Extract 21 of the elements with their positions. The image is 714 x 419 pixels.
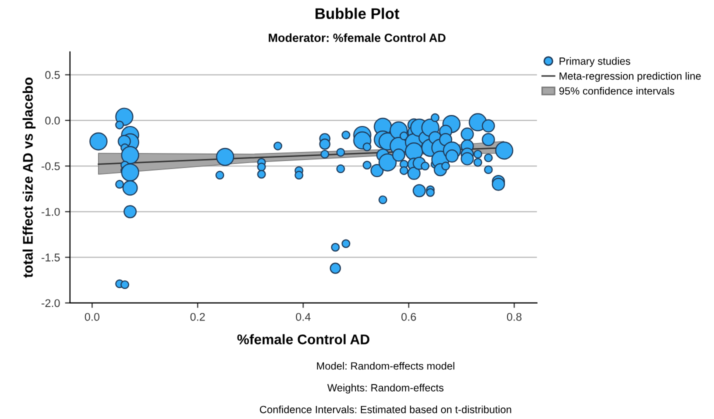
x-tick-label: 0.6 (401, 312, 416, 321)
legend-label: Primary studies (560, 57, 630, 67)
text: Weights: Random-effects (327, 384, 444, 394)
y-tick-label: -1.5 (42, 254, 60, 262)
x-tick-label: 0.4 (296, 312, 311, 321)
y-tick-label: -2.0 (42, 299, 60, 308)
y-tick-label: -1.0 (42, 208, 60, 216)
text: Confidence Intervals: Estimated based on t-distribution (260, 406, 512, 414)
y-tick-label: 0.5 (45, 71, 60, 79)
y-axis-title: total Effect size AD vs placebo (22, 78, 36, 278)
x-tick-label: 0.8 (506, 312, 522, 321)
legend-label: Meta-regression prediction line (560, 72, 701, 82)
y-tick-label: -0.5 (42, 162, 60, 170)
x-axis-title: %female Control AD (237, 334, 370, 344)
chart-subtitle: Moderator: %female Control AD (268, 33, 446, 42)
chart-title: Bubble Plot (316, 8, 400, 20)
x-tick-label: 0.0 (84, 312, 100, 321)
text: Model: Random-effects model (317, 362, 454, 370)
x-tick-label: 0.2 (190, 312, 205, 321)
text: 95% confidence intervals (559, 87, 674, 95)
y-tick-label: 0.0 (45, 116, 60, 125)
